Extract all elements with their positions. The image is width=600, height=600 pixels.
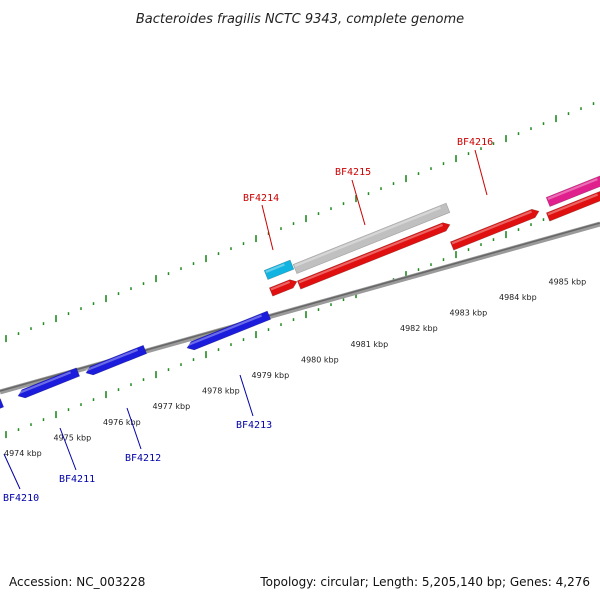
kbp-label: 4974 kbp — [4, 449, 42, 458]
gene-label-bf4216[interactable]: BF4216 — [457, 137, 493, 148]
genome-summary-text: Topology: circular; Length: 5,205,140 bp… — [259, 575, 590, 589]
kbp-label: 4980 kbp — [301, 355, 339, 364]
gene-label-bf4210[interactable]: BF4210 — [3, 493, 39, 504]
gene-arrow-bf4215-forward — [296, 222, 451, 290]
kbp-label: 4984 kbp — [499, 293, 537, 302]
gene-leader-line — [261, 204, 274, 251]
kbp-label: 4975 kbp — [54, 433, 92, 442]
gene-arrow-magenta — [545, 174, 600, 208]
gene-arrow-bf4213 — [186, 310, 272, 351]
kbp-label: 4983 kbp — [450, 309, 488, 318]
backbone-highlight — [0, 222, 600, 392]
gene-label-bf4214[interactable]: BF4214 — [243, 193, 279, 204]
kbp-label: 4981 kbp — [351, 340, 389, 349]
gene-leader-line — [126, 407, 142, 450]
kbp-scale-labels: 4974 kbp 4975 kbp 4976 kbp 4977 kbp 4978 kbp… — [4, 277, 586, 458]
kbp-label: 4985 kbp — [549, 277, 587, 286]
gene-labels: BF4210 BF4211 BF4212 BF4213 BF4214 BF4215 BF42… — [3, 137, 493, 504]
gene-label-bf4211[interactable]: BF4211 — [59, 474, 95, 485]
gene-arrow-cyan — [263, 259, 295, 281]
gene-arrow-bf4210 — [0, 398, 5, 411]
gene-arrow-grey — [292, 202, 451, 275]
gene-features — [0, 174, 600, 411]
kbp-label: 4977 kbp — [153, 402, 191, 411]
gene-arrow-bf4216 — [449, 208, 540, 251]
gene-leader-line — [3, 453, 21, 490]
gene-label-bf4213[interactable]: BF4213 — [236, 420, 272, 431]
kbp-label: 4978 kbp — [202, 387, 240, 396]
gene-leader-line — [239, 374, 254, 417]
gene-label-bf4215[interactable]: BF4215 — [335, 167, 371, 178]
gene-arrow-bf4211 — [17, 367, 81, 399]
gene-arrow-bf4212 — [85, 344, 148, 376]
gene-arrow-bf4214 — [268, 279, 298, 297]
gene-label-bf4212[interactable]: BF4212 — [125, 453, 161, 464]
gene-leader-line — [474, 149, 488, 196]
kbp-label: 4979 kbp — [252, 371, 290, 380]
kbp-label: 4982 kbp — [400, 324, 438, 333]
kbp-label: 4976 kbp — [103, 418, 141, 427]
gene-arrow-next-forward — [545, 189, 600, 222]
inner-tick-ring — [5, 198, 595, 439]
accession-text: Accession: NC_003228 — [9, 575, 145, 589]
gene-leader-line — [351, 179, 366, 226]
gene-leader-line — [59, 427, 77, 471]
outer-tick-ring — [5, 102, 595, 343]
map-title: Bacteroides fragilis NCTC 9343, complete… — [136, 12, 464, 27]
